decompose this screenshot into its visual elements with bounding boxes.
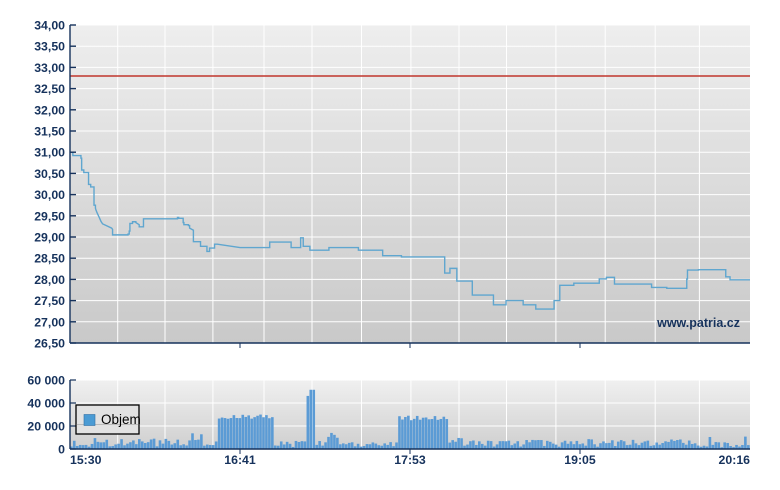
svg-text:www.patria.cz: www.patria.cz xyxy=(656,316,740,330)
svg-text:17:53: 17:53 xyxy=(394,453,426,467)
svg-text:16:41: 16:41 xyxy=(224,453,256,467)
svg-text:32,00: 32,00 xyxy=(34,103,65,117)
svg-text:32,50: 32,50 xyxy=(34,82,65,96)
svg-text:29,50: 29,50 xyxy=(34,209,65,223)
svg-text:40 000: 40 000 xyxy=(27,397,65,411)
svg-text:28,50: 28,50 xyxy=(34,252,65,266)
svg-text:29,00: 29,00 xyxy=(34,231,65,245)
svg-text:31,00: 31,00 xyxy=(34,146,65,160)
svg-text:30,50: 30,50 xyxy=(34,167,65,181)
svg-text:0: 0 xyxy=(58,443,65,457)
svg-text:19:05: 19:05 xyxy=(564,453,596,467)
svg-text:60 000: 60 000 xyxy=(27,374,65,388)
svg-text:27,50: 27,50 xyxy=(34,294,65,308)
svg-text:Objem: Objem xyxy=(101,412,141,427)
svg-text:28,00: 28,00 xyxy=(34,273,65,287)
svg-text:20 000: 20 000 xyxy=(27,420,65,434)
svg-text:33,00: 33,00 xyxy=(34,61,65,75)
svg-text:34,00: 34,00 xyxy=(34,19,65,33)
svg-text:30,00: 30,00 xyxy=(34,188,65,202)
svg-text:20:16: 20:16 xyxy=(719,453,751,467)
svg-text:15:30: 15:30 xyxy=(70,453,102,467)
svg-text:26,50: 26,50 xyxy=(34,337,65,351)
svg-text:31,50: 31,50 xyxy=(34,125,65,139)
svg-text:33,50: 33,50 xyxy=(34,40,65,54)
svg-text:27,00: 27,00 xyxy=(34,315,65,329)
